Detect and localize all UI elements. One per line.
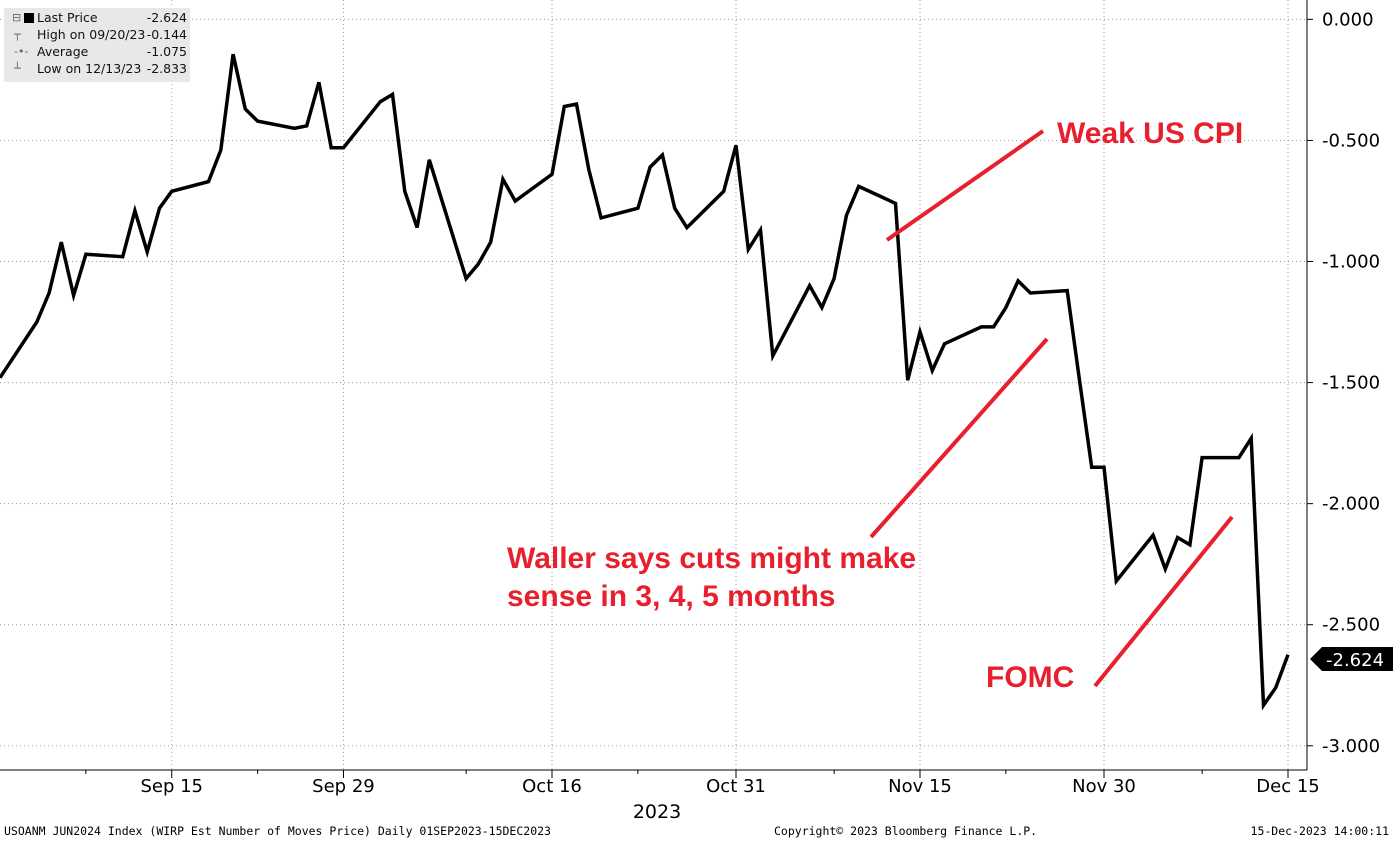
footer-copyright: Copyright© 2023 Bloomberg Finance L.P. xyxy=(774,824,1038,838)
annotations: Weak US CPI Waller says cuts might make … xyxy=(507,117,1243,694)
legend-row-last-price: ⊟ Last Price -2.624 xyxy=(4,10,190,26)
x-tick-label: Nov 15 xyxy=(888,776,952,797)
collapse-icon[interactable]: ⊟ xyxy=(12,11,22,24)
y-tick-label: -2.500 xyxy=(1322,615,1380,636)
legend-label: Average xyxy=(37,44,89,59)
x-tick-label: Oct 31 xyxy=(706,776,766,797)
ticks: 0.000 -0.500 -1.000 -1.500 -2.000 -2.500 -3.00… xyxy=(85,9,1380,797)
series-line-last-price xyxy=(0,53,1290,711)
last-price-swatch-icon xyxy=(24,13,34,23)
x-tick-label: Dec 15 xyxy=(1256,776,1319,797)
legend-row-average: -•- Average -1.075 xyxy=(4,44,190,60)
low-marker-icon: ┴ xyxy=(14,62,21,75)
y-tick-label: 0.000 xyxy=(1322,9,1374,30)
x-tick-label: Oct 16 xyxy=(522,776,582,797)
annotation-text-fomc: FOMC xyxy=(986,661,1074,694)
y-tick-label: -2.000 xyxy=(1322,494,1380,515)
x-tick-label: Sep 15 xyxy=(140,776,203,797)
annotation-text-waller: Waller says cuts might make sense in 3, … xyxy=(507,542,924,613)
legend-label: High on 09/20/23 xyxy=(37,27,146,42)
y-tick-label: -3.000 xyxy=(1322,736,1380,757)
footer-timestamp: 15-Dec-2023 14:00:11 xyxy=(1250,824,1389,838)
high-marker-icon: ┬ xyxy=(14,28,21,41)
average-marker-icon: -•- xyxy=(14,45,29,58)
last-value-label: -2.624 xyxy=(1326,650,1384,671)
x-tick-label: Nov 30 xyxy=(1072,776,1136,797)
legend: ⊟ Last Price -2.624 ┬ High on 09/20/23 -… xyxy=(4,8,190,82)
legend-value: -2.833 xyxy=(146,61,187,76)
annotation-line-fomc xyxy=(1093,515,1234,688)
y-tick-label: -1.000 xyxy=(1322,252,1380,273)
legend-row-high: ┬ High on 09/20/23 -0.144 xyxy=(4,27,190,43)
annotation-text-cpi: Weak US CPI xyxy=(1057,117,1243,150)
y-tick-label: -1.500 xyxy=(1322,373,1380,394)
y-tick-label: -0.500 xyxy=(1322,130,1380,151)
legend-value: -0.144 xyxy=(146,27,187,42)
last-value-marker: -2.624 xyxy=(1310,647,1393,671)
legend-value: -2.624 xyxy=(146,10,187,25)
x-tick-label: Sep 29 xyxy=(312,776,375,797)
series xyxy=(0,53,1290,711)
legend-label: Low on 12/13/23 xyxy=(37,61,142,76)
legend-label: Last Price xyxy=(37,10,98,25)
grid-lines xyxy=(0,0,1307,770)
axes xyxy=(0,0,1308,771)
footer-description: USOANM JUN2024 Index (WIRP Est Number of… xyxy=(4,824,551,838)
annotation-line-waller xyxy=(869,337,1049,539)
legend-value: -1.075 xyxy=(146,44,187,59)
legend-row-low: ┴ Low on 12/13/23 -2.833 xyxy=(4,61,190,77)
annotation-line-cpi xyxy=(885,129,1045,242)
x-axis-year-label: 2023 xyxy=(633,801,681,823)
